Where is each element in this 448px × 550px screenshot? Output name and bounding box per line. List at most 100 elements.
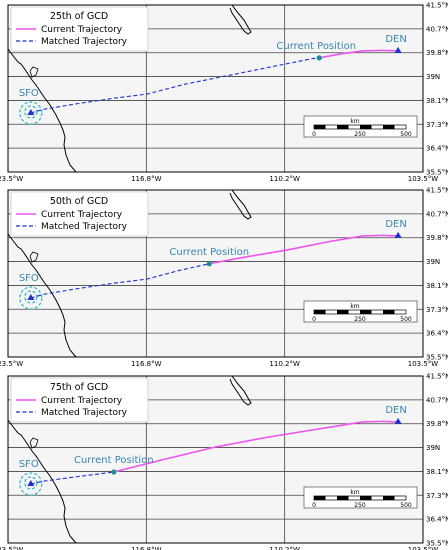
x-tick-label: 123.5°W — [0, 175, 23, 183]
legend-box — [10, 191, 149, 237]
y-tick-label: 39N — [426, 258, 440, 266]
scale-bar-segment — [337, 125, 349, 129]
y-tick-label: 35.5°N — [426, 169, 448, 177]
scale-bar: km 0 250 500 — [303, 300, 418, 323]
current-position-label: Current Position — [276, 41, 356, 52]
x-tick-label: 103.5°W — [408, 546, 439, 550]
current-position-label: Current Position — [169, 247, 249, 258]
lake-outline — [229, 4, 252, 35]
legend-box — [10, 377, 149, 423]
scale-bar-segment — [383, 310, 395, 314]
legend-current-label: Current Trajectory — [41, 210, 123, 220]
legend-matched-label: Matched Trajectory — [41, 408, 128, 418]
scale-bar-segment — [383, 496, 395, 500]
current-position-label: Current Position — [74, 455, 154, 466]
coastline — [7, 233, 77, 358]
origin-radius-circle — [19, 286, 43, 310]
destination-marker — [394, 417, 402, 424]
origin-inner-circle — [24, 476, 38, 490]
scale-bar: km 0 250 500 — [303, 486, 418, 509]
legend-title: 50th of GCD — [50, 196, 108, 207]
scale-bar-segment — [337, 496, 349, 500]
y-tick-label: 36.4°N — [426, 516, 448, 524]
scale-bar-unit: km — [350, 118, 359, 125]
scale-bar-segment — [337, 310, 349, 314]
y-tick-label: 36.4°N — [426, 145, 448, 153]
legend-matched-label: Matched Trajectory — [41, 222, 128, 232]
destination-label: DEN — [385, 34, 407, 45]
destination-marker — [394, 231, 402, 238]
scale-bar-segment — [314, 496, 326, 500]
destination-marker — [394, 46, 402, 53]
origin-label: SFO — [19, 273, 39, 284]
scale-bar-tick: 500 — [400, 502, 412, 509]
y-tick-label: 40.7°N — [426, 396, 448, 404]
scale-bar-segment — [360, 125, 372, 129]
scale-bar-tick: 0 — [312, 502, 316, 509]
origin-radius-circle — [19, 472, 43, 496]
bay-outline — [29, 251, 39, 263]
scale-bar-segment — [383, 125, 395, 129]
origin-marker — [27, 108, 35, 115]
lake-outline — [229, 189, 252, 220]
scale-bar-tick: 250 — [354, 502, 366, 509]
x-tick-label: 123.5°W — [0, 360, 23, 368]
legend-box — [10, 6, 149, 52]
y-tick-label: 40.7°N — [426, 210, 448, 218]
y-tick-label: 39.8°N — [426, 420, 448, 428]
legend-current-label: Current Trajectory — [41, 25, 123, 35]
map-frame — [7, 375, 424, 544]
current-position-marker — [316, 55, 322, 61]
y-tick-label: 39N — [426, 444, 440, 452]
bay-outline — [29, 66, 39, 78]
y-tick-label: 39N — [426, 73, 440, 81]
legend: 75th of GCD Current Trajectory Matched Tra… — [10, 377, 149, 423]
bay-outline — [29, 437, 39, 449]
y-tick-label: 37.3°N — [426, 121, 448, 129]
x-tick-label: 116.8°W — [131, 360, 162, 368]
legend-current-label: Current Trajectory — [41, 396, 123, 406]
map-panel-2: Current Position DEN SFO 50th of GCD Current… — [0, 187, 448, 369]
origin-radius-circle — [19, 101, 43, 125]
scale-bar-tick: 0 — [312, 131, 316, 138]
y-tick-label: 35.5°N — [426, 354, 448, 362]
y-tick-label: 41.5°N — [426, 2, 448, 10]
y-tick-label: 41.5°N — [426, 187, 448, 195]
origin-label: SFO — [19, 88, 39, 99]
x-tick-label: 123.5°W — [0, 546, 23, 550]
legend: 25th of GCD Current Trajectory Matched Tra… — [10, 6, 149, 52]
legend-title: 75th of GCD — [50, 382, 108, 393]
current-position-marker — [206, 261, 212, 267]
y-tick-label: 38.1°N — [426, 282, 448, 290]
scale-bar-unit: km — [350, 303, 359, 310]
lake-outline — [229, 375, 252, 406]
scale-bar-segment — [314, 310, 326, 314]
scale-bar-unit: km — [350, 489, 359, 496]
coastline — [7, 48, 77, 173]
legend-matched-label: Matched Trajectory — [41, 37, 128, 47]
x-tick-label: 110.2°W — [269, 360, 300, 368]
scale-bar-segment — [360, 310, 372, 314]
scale-bar-tick: 0 — [312, 316, 316, 323]
x-tick-label: 116.8°W — [131, 175, 162, 183]
map-frame — [7, 189, 424, 358]
coastline — [7, 419, 77, 544]
origin-inner-circle — [24, 105, 38, 119]
destination-label: DEN — [385, 219, 407, 230]
scale-bar-segment — [314, 125, 326, 129]
destination-label: DEN — [385, 405, 407, 416]
legend: 50th of GCD Current Trajectory Matched Tra… — [10, 191, 149, 237]
x-tick-label: 103.5°W — [408, 175, 439, 183]
current-trajectory-line — [319, 49, 399, 59]
origin-marker — [27, 293, 35, 300]
y-tick-label: 35.5°N — [426, 540, 448, 548]
current-trajectory-line — [113, 420, 399, 473]
y-tick-label: 38.1°N — [426, 468, 448, 476]
current-trajectory-line — [209, 234, 399, 265]
y-tick-label: 41.5°N — [426, 373, 448, 381]
map-frame — [7, 4, 424, 173]
x-tick-label: 116.8°W — [131, 546, 162, 550]
x-tick-label: 103.5°W — [408, 360, 439, 368]
scale-bar-tick: 250 — [354, 131, 366, 138]
